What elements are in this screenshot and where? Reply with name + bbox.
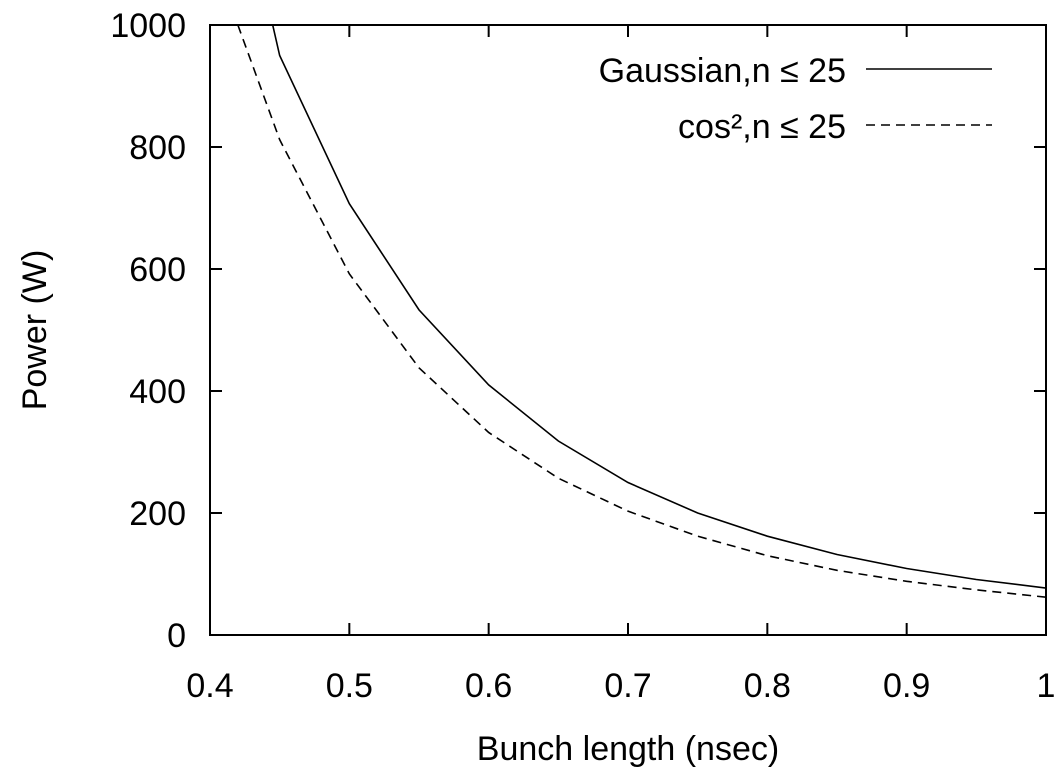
x-tick-label: 0.9 [883, 667, 930, 705]
legend-label-cos2-text: cos²,n ≤ 25 [678, 108, 846, 146]
series-line-1 [237, 25, 1046, 598]
y-tick-label: 1000 [110, 7, 186, 45]
x-tick-label: 1 [1037, 667, 1054, 705]
x-axis-label: Bunch length (nsec) [477, 730, 779, 768]
axis-ticks [209, 24, 1047, 636]
x-tick-label: 0.6 [465, 667, 512, 705]
legend-label-cos2: cos²,n ≤ 25 [678, 108, 846, 146]
x-tick-label: 0.7 [604, 667, 651, 705]
x-tick-label: 0.5 [326, 667, 373, 705]
y-tick-label: 800 [129, 129, 186, 167]
y-axis-label: Power (W) [16, 250, 54, 411]
legend: Gaussian,n ≤ 25 cos²,n ≤ 25 [599, 52, 992, 146]
y-tick-labels: 0 200 400 600 800 1000 [110, 7, 186, 655]
y-tick-label: 0 [167, 617, 186, 655]
x-tick-label: 0.4 [186, 667, 233, 705]
plot-frame [209, 24, 1047, 636]
x-tick-label: 0.8 [744, 667, 791, 705]
legend-label-gaussian: Gaussian,n ≤ 25 [599, 52, 846, 90]
x-tick-labels: 0.4 0.5 0.6 0.7 0.8 0.9 1 [186, 667, 1054, 705]
y-tick-label: 600 [129, 251, 186, 289]
series-layer [237, 25, 1046, 598]
y-tick-label: 400 [129, 373, 186, 411]
series-line-0 [271, 25, 1046, 589]
y-tick-label: 200 [129, 495, 186, 533]
